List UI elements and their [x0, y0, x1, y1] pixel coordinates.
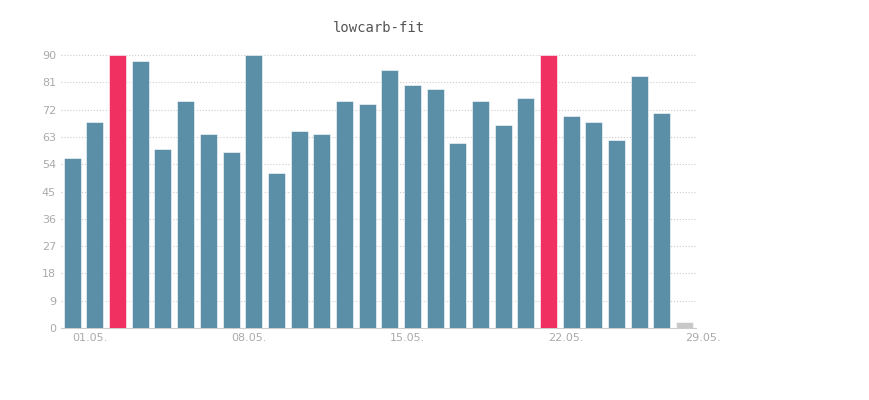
Bar — [607, 140, 625, 328]
Bar — [86, 122, 103, 328]
Title: lowcarb-fit: lowcarb-fit — [332, 21, 424, 35]
Bar — [630, 76, 647, 328]
Bar — [381, 70, 398, 328]
Bar — [313, 134, 330, 328]
Bar — [403, 86, 421, 328]
Bar — [585, 122, 601, 328]
Bar — [358, 104, 375, 328]
Bar — [63, 158, 81, 328]
Bar — [448, 143, 466, 328]
Bar — [109, 55, 126, 328]
Bar — [177, 101, 194, 328]
Bar — [335, 101, 353, 328]
Bar — [290, 131, 308, 328]
Bar — [494, 125, 511, 328]
Bar — [131, 61, 149, 328]
Bar — [540, 55, 556, 328]
Bar — [200, 134, 216, 328]
Bar — [472, 101, 488, 328]
Bar — [268, 173, 284, 328]
Bar — [222, 152, 239, 328]
Bar — [517, 98, 534, 328]
Bar — [155, 149, 171, 328]
Bar — [245, 55, 262, 328]
Bar — [675, 322, 693, 328]
Bar — [562, 116, 579, 328]
Bar — [653, 113, 670, 328]
Bar — [426, 88, 443, 328]
